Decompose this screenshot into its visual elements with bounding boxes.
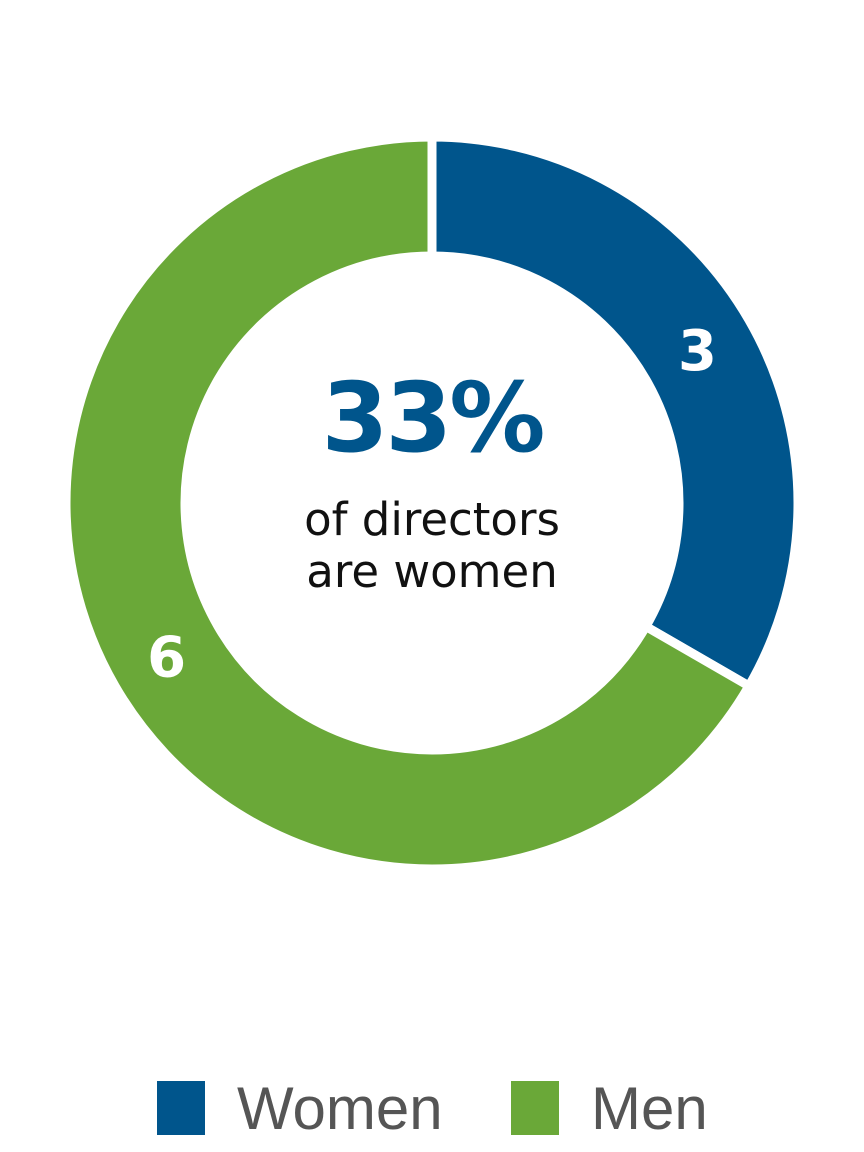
legend-item-women: Women: [157, 1075, 443, 1142]
center-caption-line2: are women: [306, 545, 558, 598]
legend-swatch-men: [511, 1081, 559, 1135]
center-caption-line1: of directors: [304, 493, 560, 546]
legend-item-men: Men: [511, 1075, 708, 1142]
legend-label-women: Women: [237, 1074, 443, 1142]
data-label-women: 3: [678, 319, 717, 384]
legend-label-men: Men: [591, 1074, 708, 1142]
legend-swatch-women: [157, 1081, 205, 1135]
slice-men: [61, 132, 756, 874]
data-label-men: 6: [147, 625, 186, 690]
legend: Women Men: [0, 1075, 864, 1142]
center-caption: of directors are women: [232, 494, 632, 598]
center-percentage: 33%: [321, 362, 546, 474]
slice-women: [427, 132, 803, 693]
